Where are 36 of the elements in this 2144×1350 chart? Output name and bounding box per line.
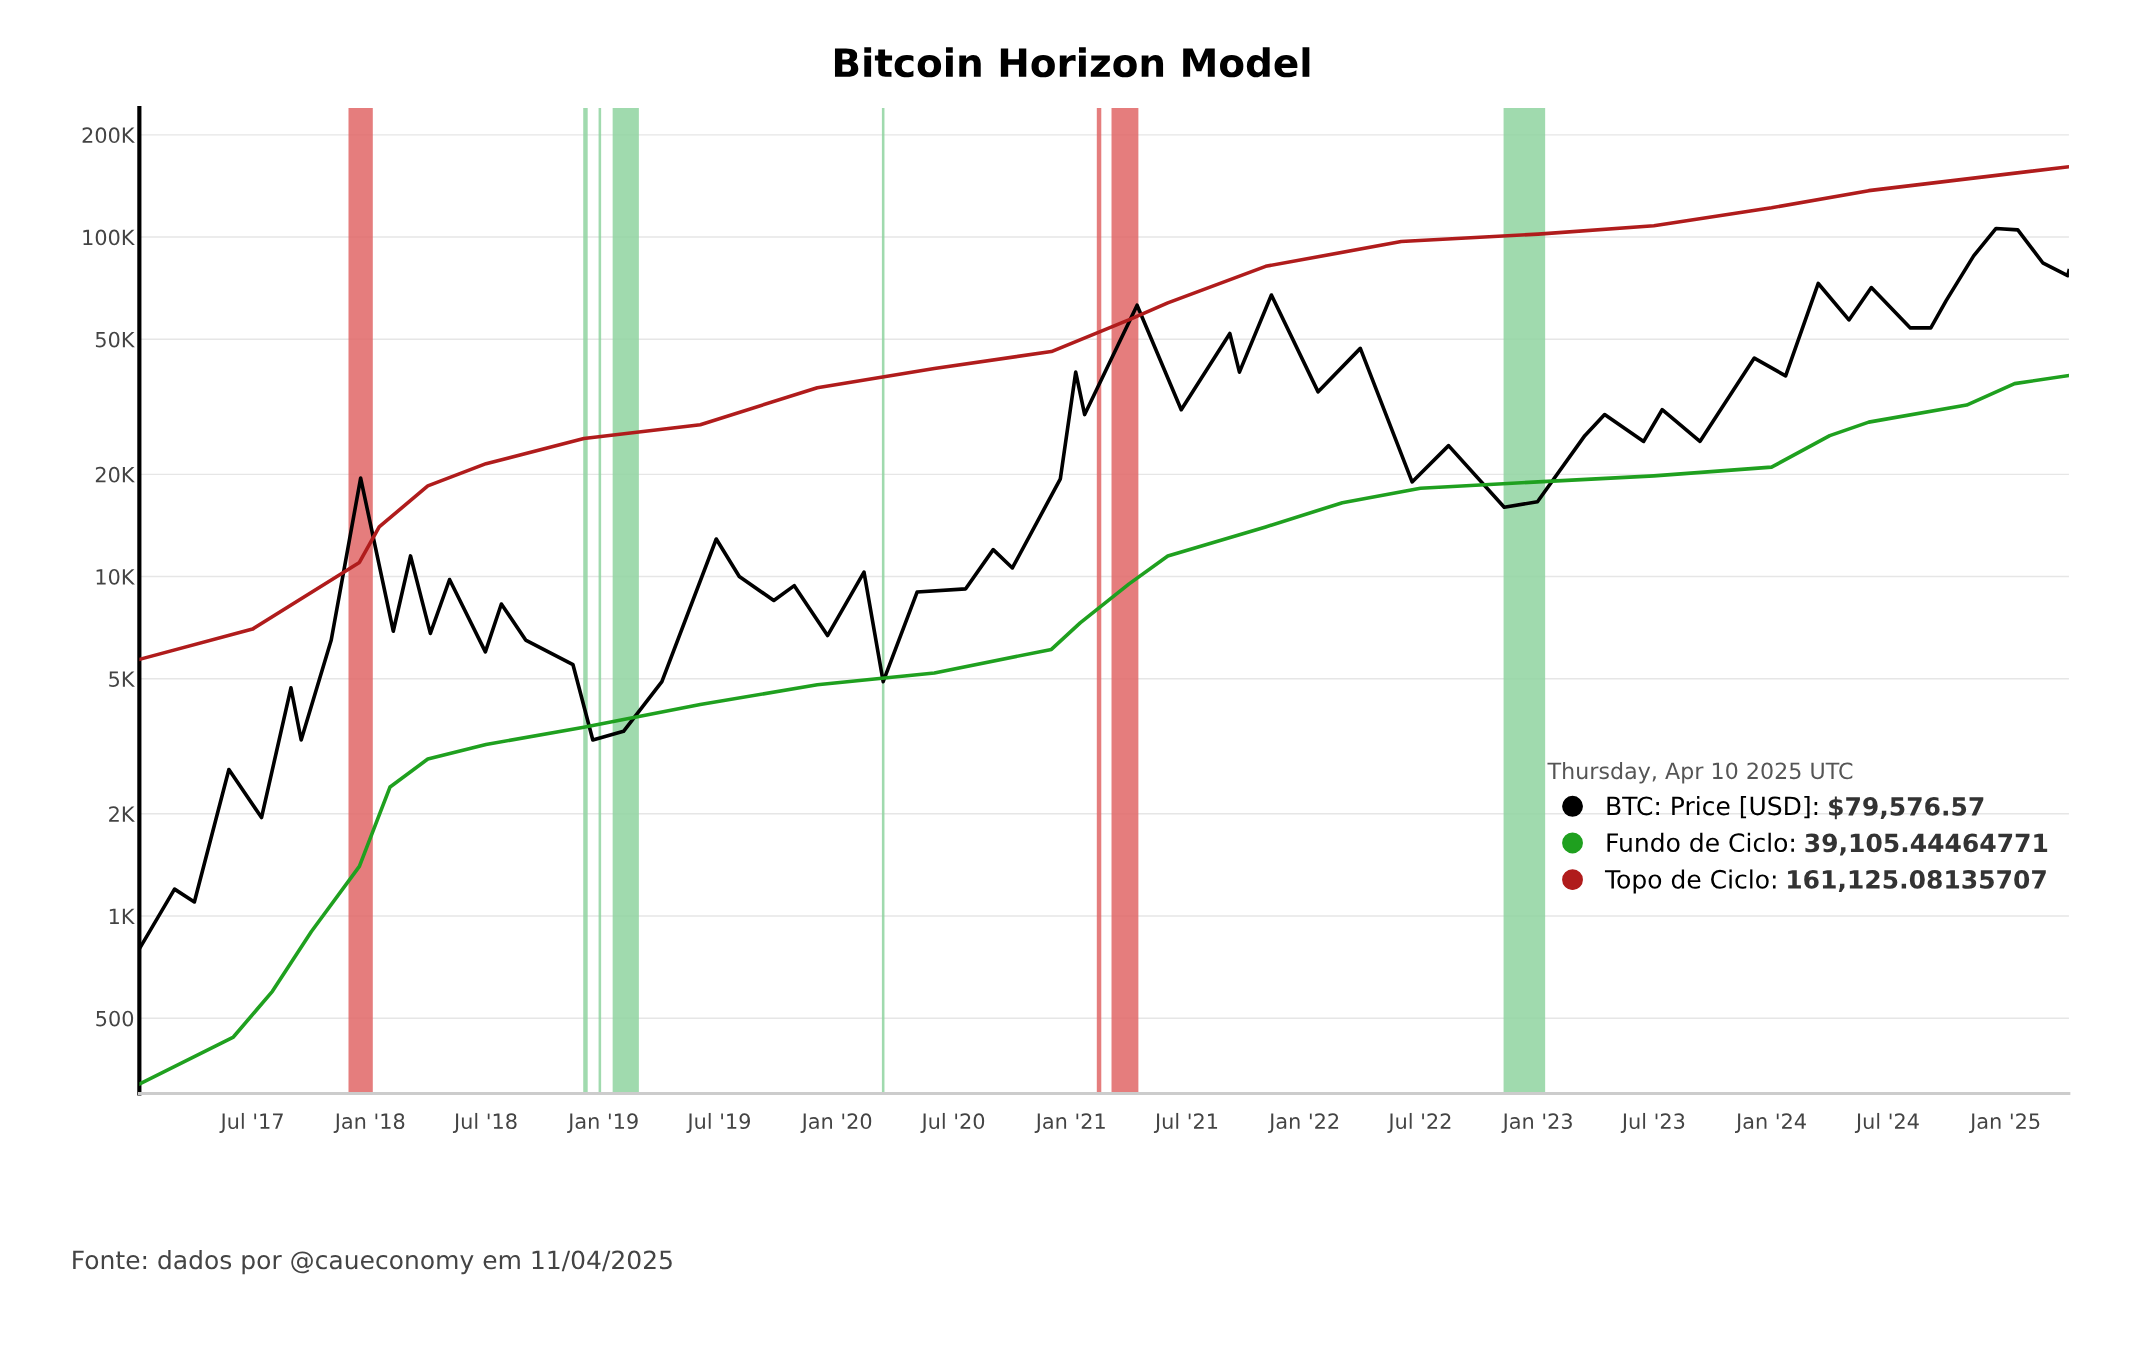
annotation: 161,125.08135707 <box>1788 869 2046 893</box>
x-tick-label: Jul '22 <box>1387 1112 1451 1133</box>
x-tick-label: Jul '18 <box>452 1112 517 1133</box>
legend-label: Topo de Ciclo: <box>1604 869 1776 894</box>
x-tick-label: Jul '24 <box>1854 1112 1919 1133</box>
x-tick-label: Jul '19 <box>686 1112 750 1133</box>
x-tick-label: Jan '23 <box>1501 1113 1572 1133</box>
annotation: $79,576.57 <box>1829 796 1984 820</box>
x-tick-label: Jan '18 <box>333 1113 405 1133</box>
y-tick-label: 5K <box>109 671 135 687</box>
legend-title: Thursday, Apr 10 2025 UTC <box>1547 762 1853 784</box>
x-tick-label: Jul '20 <box>920 1112 985 1133</box>
line-series <box>139 373 2069 1086</box>
y-tick-label: 200K <box>82 127 135 144</box>
x-tick-label: Jan '19 <box>567 1113 638 1133</box>
x-tick-label: Jan '21 <box>1034 1113 1105 1133</box>
chart-title: Bitcoin Horizon Model <box>834 47 1310 78</box>
legend-label: BTC: Price [USD]: <box>1607 796 1818 819</box>
source-note: Fonte: dados por @caueconomy em 11/04/2025 <box>73 1250 672 1275</box>
y-tick-label: 10K <box>96 568 135 585</box>
x-tick-label: Jul '21 <box>1153 1112 1218 1133</box>
x-tick-label: Jul '23 <box>1620 1112 1685 1133</box>
x-tick-label: Jul '17 <box>219 1112 283 1133</box>
y-tick-label: 20K <box>95 466 135 483</box>
x-tick-label: Jan '25 <box>1969 1113 2040 1133</box>
annotation: 39,105.44464771 <box>1805 833 2048 856</box>
y-tick-label: 500 <box>96 1010 134 1027</box>
legend-label: Fundo de Ciclo: <box>1607 832 1794 853</box>
y-tick-label: 100K <box>83 229 135 246</box>
x-tick-label: Jan '20 <box>800 1113 872 1133</box>
y-tick-label: 1K <box>109 908 135 924</box>
y-tick-label: 50K <box>95 331 135 348</box>
y-tick-label: 2K <box>109 806 135 822</box>
line-series <box>139 164 2069 662</box>
x-tick-label: Jan '22 <box>1268 1113 1339 1133</box>
x-tick-label: Jan '24 <box>1734 1113 1806 1133</box>
